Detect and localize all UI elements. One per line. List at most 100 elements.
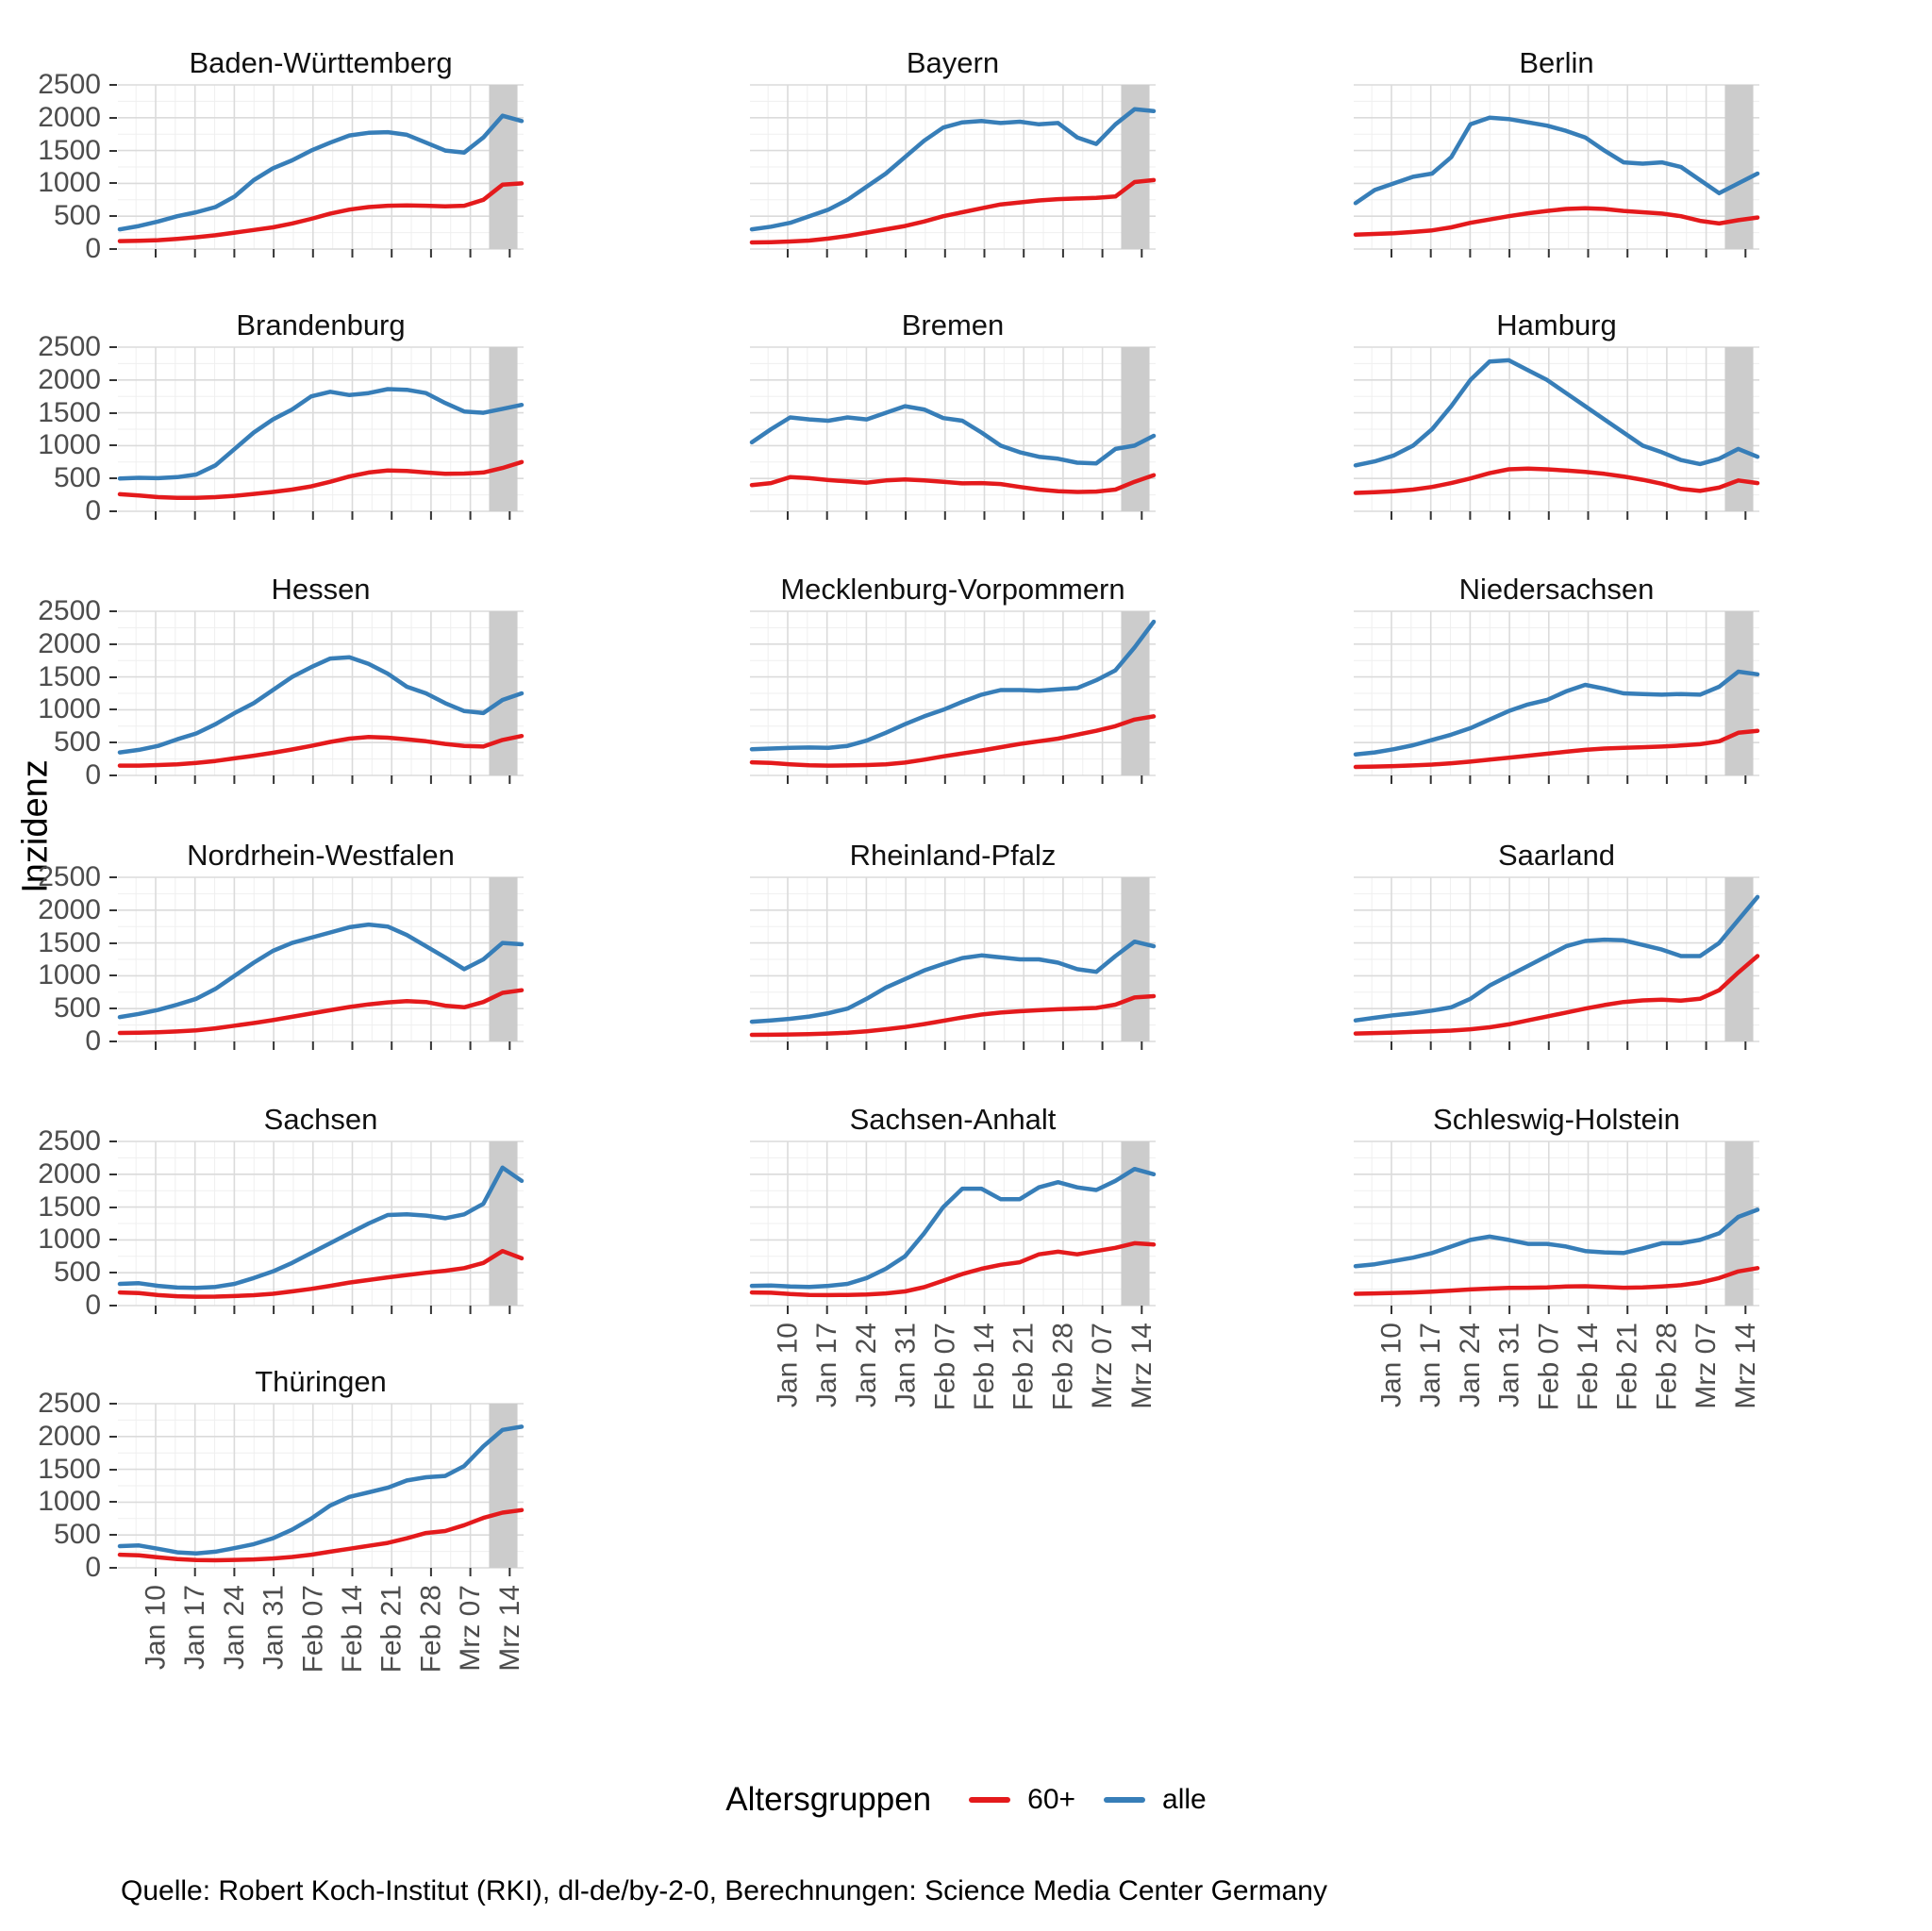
x-tick-label: Jan 24 — [1455, 1323, 1486, 1407]
series-line-alle — [749, 1166, 1157, 1290]
x-tick-label: Feb 07 — [1533, 1323, 1564, 1410]
panel-title: Saarland — [1497, 839, 1616, 872]
legend-label-60plus: 60+ — [1027, 1784, 1076, 1815]
x-tick-label: Jan 10 — [773, 1323, 804, 1407]
y-tick-label: 2500 — [38, 331, 101, 362]
highlight-band — [1121, 877, 1150, 1041]
panel-title: Niedersachsen — [1458, 573, 1655, 606]
panel-plot: Jan 10 Jan 17 Jan 24 Jan 31 Feb 07 Feb 14 Feb … — [1353, 1140, 1761, 1410]
panel-plot: Jan 10 Jan 17 Jan 24 Jan 31 Feb 07 Feb 14 Feb … — [749, 1140, 1158, 1410]
series-line-60plus — [749, 177, 1157, 245]
series-line-60plus — [749, 1240, 1157, 1298]
y-tick-mark — [109, 610, 117, 612]
y-tick-label: 1500 — [38, 1190, 101, 1223]
panel-title: Berlin — [1519, 46, 1594, 79]
highlight-band — [1121, 611, 1150, 775]
y-tick-mark — [109, 908, 117, 911]
series-line-alle — [117, 387, 525, 481]
x-tick-label: Feb 14 — [969, 1323, 1000, 1410]
panel-plot — [117, 1140, 525, 1314]
y-tick-mark — [109, 708, 117, 711]
y-tick-mark — [109, 182, 117, 185]
y-tick-label: 0 — [85, 759, 101, 791]
y-tick-label: 1000 — [38, 429, 101, 461]
panel-title: Nordrhein-Westfalen — [187, 839, 455, 872]
y-tick-mark — [109, 510, 117, 512]
y-tick-mark — [109, 248, 117, 250]
x-tick-label: Feb 14 — [337, 1585, 368, 1673]
y-tick-label: 2000 — [38, 1420, 101, 1452]
facet-panel-brandenburg: Brandenburg — [117, 309, 525, 524]
legend-key-alle-line — [1104, 1797, 1146, 1803]
y-tick-label: 500 — [53, 1519, 101, 1551]
x-tick-label: Feb 28 — [1651, 1323, 1682, 1410]
highlight-band — [489, 347, 518, 511]
panel-title: Sachsen-Anhalt — [849, 1103, 1057, 1136]
panel-plot — [1353, 610, 1760, 784]
y-tick-label: 2500 — [38, 1388, 101, 1419]
series-line-alle — [749, 619, 1157, 752]
y-tick-mark — [109, 1534, 117, 1537]
y-tick-label: 1500 — [38, 926, 101, 958]
x-tick-label: Jan 17 — [811, 1323, 842, 1407]
highlight-band — [489, 877, 518, 1041]
highlight-band — [1724, 877, 1754, 1041]
highlight-band — [1724, 85, 1754, 249]
y-tick-mark — [109, 116, 117, 119]
panel-title: Mecklenburg-Vorpommern — [780, 573, 1125, 606]
series-line-60plus — [749, 473, 1157, 494]
series-line-alle — [749, 939, 1157, 1024]
y-tick-label: 1500 — [38, 396, 101, 428]
panel-title: Schleswig-Holstein — [1433, 1103, 1680, 1136]
y-tick-label: 2000 — [38, 893, 101, 925]
y-tick-mark — [109, 477, 117, 480]
y-tick-label: 1000 — [38, 167, 101, 199]
x-tick-label: Jan 31 — [1494, 1323, 1525, 1407]
x-tick-label: Mrz 14 — [494, 1585, 525, 1672]
panel-plot — [1353, 346, 1760, 520]
series-line-alle — [1353, 115, 1760, 206]
panel-plot: Jan 10 Jan 17 Jan 24 Jan 31 Feb 07 Feb 14 Feb … — [117, 1403, 525, 1673]
series-line-alle — [117, 1165, 525, 1290]
x-tick-label: Feb 21 — [376, 1585, 408, 1673]
y-tick-mark — [109, 1435, 117, 1438]
y-tick-mark — [109, 741, 117, 744]
x-tick-label: Jan 24 — [851, 1323, 882, 1407]
panel-plot — [117, 610, 525, 784]
panel-plot — [117, 876, 525, 1050]
x-tick-label: Mrz 07 — [1690, 1323, 1722, 1409]
facet-panel-bremen: Bremen — [749, 309, 1157, 524]
x-tick-label: Jan 17 — [1415, 1323, 1446, 1407]
panel-title: Hessen — [271, 573, 371, 606]
x-tick-label: Mrz 14 — [1730, 1323, 1761, 1409]
y-tick-label: 1500 — [38, 134, 101, 166]
x-tick-label: Feb 07 — [297, 1585, 328, 1673]
y-tick-label: 500 — [53, 992, 101, 1024]
series-line-alle — [1353, 894, 1760, 1023]
x-tick-label: Jan 10 — [141, 1585, 172, 1670]
series-line-60plus — [117, 181, 525, 243]
x-tick-label: Jan 24 — [219, 1585, 250, 1670]
highlight-band — [1121, 1141, 1150, 1306]
y-tick-label: 0 — [85, 495, 101, 526]
legend-item-60plus: 60+ — [969, 1784, 1075, 1816]
series-line-alle — [1353, 1207, 1760, 1269]
panel-title: Bayern — [906, 46, 1000, 79]
x-tick-label: Jan 10 — [1376, 1323, 1407, 1407]
y-tick-mark — [109, 1403, 117, 1405]
y-tick-label: 1000 — [38, 693, 101, 725]
facet-panel-sachsen: Sachsen — [117, 1104, 525, 1319]
series-line-60plus — [117, 988, 525, 1036]
y-tick-label: 1500 — [38, 1453, 101, 1485]
panel-plot — [1353, 84, 1760, 258]
series-line-60plus — [117, 1248, 525, 1299]
y-tick-label: 2500 — [38, 861, 101, 892]
x-tick-label: Mrz 07 — [455, 1585, 486, 1672]
facet-panel-sachsen-anhalt: Sachsen-Anhalt Jan 10 Jan 17 Jan 24 Jan 31 Fe… — [749, 1104, 1158, 1466]
y-tick-label: 2000 — [38, 1157, 101, 1190]
y-tick-label: 1500 — [38, 660, 101, 692]
series-line-alle — [749, 404, 1157, 466]
x-tick-label: Jan 17 — [179, 1585, 210, 1670]
y-tick-mark — [109, 378, 117, 381]
